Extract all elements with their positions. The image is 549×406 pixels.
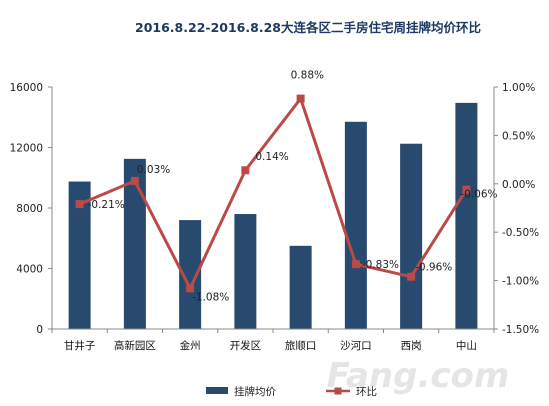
right-tick-label: -1.50%: [502, 324, 539, 336]
category-label: 甘井子: [64, 339, 96, 352]
right-axis: -1.50% -1.00% -0.50% 0.00% 0.50% 1.00%: [494, 82, 539, 336]
right-tick-label: -1.00%: [502, 276, 539, 288]
chart-title: 2016.8.22-2016.8.28大连各区二手房住宅周挂牌均价环比: [135, 20, 481, 35]
bar: [289, 245, 312, 329]
category-label: 中山: [456, 339, 477, 352]
data-labels: -0.21% 0.03% -1.08% 0.14% 0.88% -0.83% -0.96% -…: [88, 70, 498, 304]
legend-label-line: 环比: [356, 385, 377, 398]
left-tick-label: 0: [36, 324, 43, 336]
bar: [179, 220, 202, 329]
category-label: 西岗: [401, 340, 422, 352]
right-tick-label: 0.50%: [502, 130, 535, 142]
category-label: 开发区: [230, 339, 262, 352]
bar: [455, 102, 478, 329]
line-marker: [296, 94, 305, 103]
left-tick-label: 8000: [16, 203, 43, 215]
category-labels: 甘井子 高新园区 金州 开发区 旅顺口 沙河口 西岗 中山: [64, 339, 477, 352]
legend: 挂牌均价 环比: [206, 385, 377, 398]
bar: [234, 214, 257, 329]
left-axis: 0 4000 8000 12000 16000: [10, 82, 52, 336]
category-label: 金州: [180, 339, 201, 352]
right-tick-label: 0.00%: [502, 179, 535, 191]
bar-series: [68, 102, 478, 329]
data-label: 0.03%: [137, 164, 170, 176]
line-marker: [186, 284, 195, 293]
bar: [344, 121, 367, 329]
legend-swatch-marker: [334, 387, 342, 395]
line-marker: [407, 272, 416, 281]
data-label: -0.06%: [460, 189, 497, 201]
right-tick-label: 1.00%: [502, 82, 535, 94]
bar: [123, 158, 146, 329]
line-marker: [130, 176, 139, 185]
line-marker: [75, 200, 84, 209]
legend-swatch-bar: [206, 387, 228, 394]
svg-text:Fang.com: Fang.com: [327, 356, 510, 396]
data-label: -0.83%: [362, 259, 399, 271]
line-marker: [241, 166, 250, 175]
left-tick-label: 4000: [16, 264, 43, 276]
legend-label-bar: 挂牌均价: [234, 385, 276, 398]
data-label: -1.08%: [192, 291, 229, 303]
bar: [68, 181, 91, 329]
left-tick-label: 16000: [10, 82, 43, 94]
data-label: 0.14%: [255, 151, 288, 163]
data-label: 0.88%: [291, 70, 324, 82]
bar: [400, 143, 423, 329]
series-line: [79, 95, 468, 292]
right-tick-label: -0.50%: [502, 227, 539, 239]
line-marker: [351, 260, 360, 269]
line-marker: [462, 185, 471, 194]
line-series: [75, 94, 471, 293]
data-label: -0.21%: [88, 199, 125, 211]
category-label: 旅顺口: [285, 339, 317, 352]
axes: [51, 87, 495, 333]
category-label: 高新园区: [114, 339, 156, 352]
data-label: -0.96%: [415, 262, 452, 274]
left-tick-label: 12000: [10, 143, 43, 155]
watermark-logo: Fang.com: [327, 356, 510, 396]
category-label: 沙河口: [340, 340, 372, 352]
